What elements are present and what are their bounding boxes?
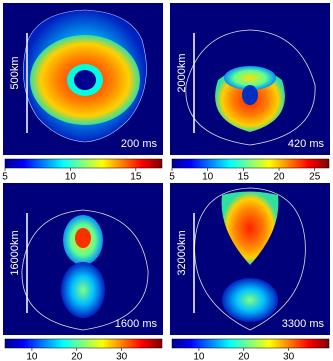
colorbar [171, 158, 330, 169]
tick-label: 20 [238, 352, 250, 361]
tick-label: 10 [65, 172, 77, 183]
tick-label: 15 [238, 172, 250, 183]
scale-label: 32000km [176, 230, 188, 275]
tick-label: 20 [71, 352, 83, 361]
scale-label: 500km [9, 56, 21, 89]
time-label: 420 ms [288, 138, 325, 150]
scale-label: 2000km [176, 53, 188, 92]
scale-label: 16000km [9, 230, 21, 275]
time-label: 200 ms [121, 138, 158, 150]
panel [170, 183, 330, 335]
panel [3, 183, 163, 335]
tick-label: 5 [169, 172, 175, 183]
panel [3, 3, 163, 155]
tick-label: 25 [309, 172, 321, 183]
time-label: 3300 ms [282, 318, 325, 330]
time-label: 1600 ms [115, 318, 158, 330]
tick-label: 30 [283, 352, 295, 361]
tick-label: 10 [202, 172, 214, 183]
colorbar [4, 338, 163, 349]
panel [170, 3, 330, 155]
tick-label: 5 [2, 172, 8, 183]
tick-label: 30 [116, 352, 128, 361]
tick-label: 10 [193, 352, 205, 361]
tick-label: 20 [273, 172, 285, 183]
tick-label: 10 [26, 352, 38, 361]
colorbar [4, 158, 163, 169]
colorbar [171, 338, 330, 349]
tick-label: 15 [130, 172, 142, 183]
